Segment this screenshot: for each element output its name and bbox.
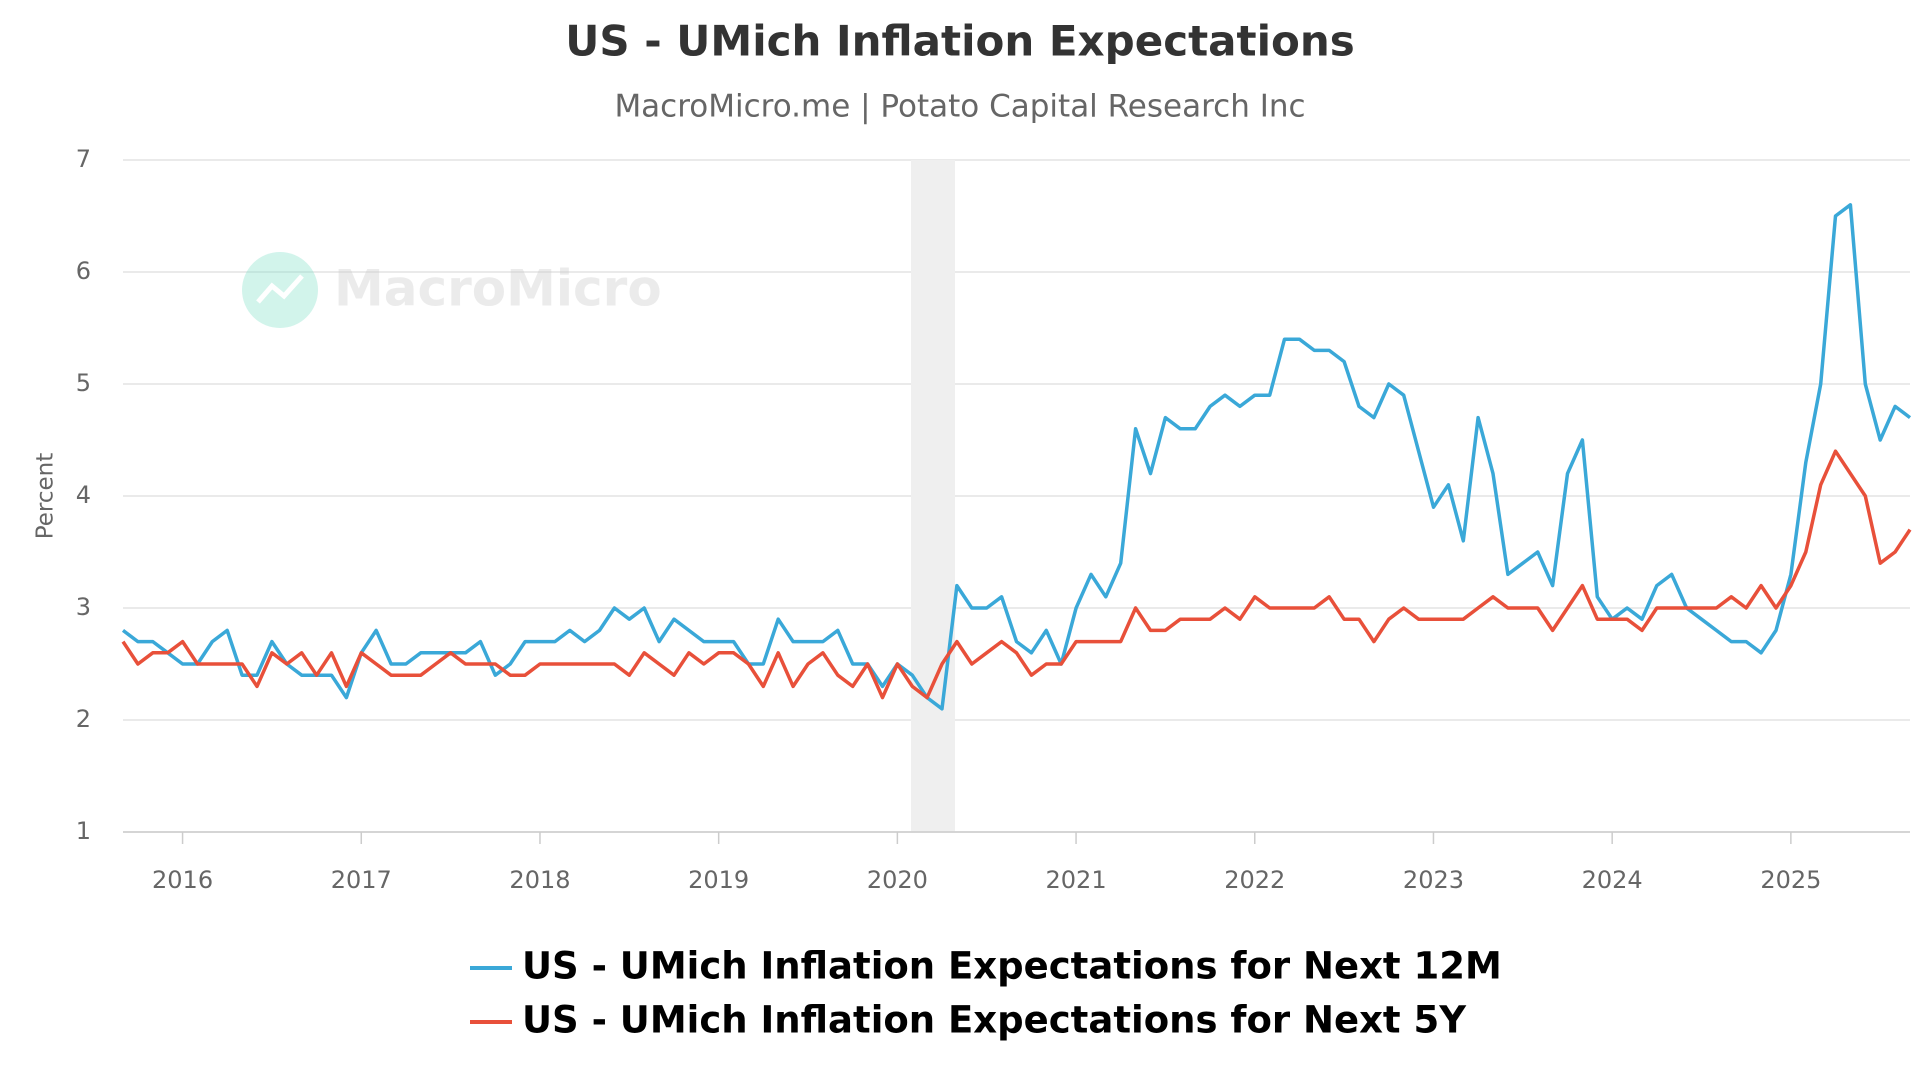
- y-tick-label: 4: [76, 481, 91, 509]
- x-tick-label: 2018: [509, 866, 570, 894]
- x-tick-label: 2021: [1046, 866, 1107, 894]
- x-tick-label: 2023: [1403, 866, 1464, 894]
- recession-band: [911, 160, 955, 832]
- x-tick-label: 2022: [1224, 866, 1285, 894]
- legend-label: US - UMich Inflation Expectations for Ne…: [522, 945, 1502, 988]
- watermark: MacroMicro: [334, 260, 662, 318]
- chart-title: US - UMich Inflation Expectations: [565, 17, 1354, 66]
- x-tick-label: 2024: [1582, 866, 1643, 894]
- watermark-group: MacroMicro: [242, 252, 662, 328]
- x-tick-label: 2019: [688, 866, 749, 894]
- watermark-icon: [242, 252, 318, 328]
- watermark-icon-line: [256, 274, 304, 304]
- y-tick-label: 2: [76, 705, 91, 733]
- y-tick-label: 7: [76, 145, 91, 173]
- y-tick-label: 1: [76, 817, 91, 845]
- x-tick-label: 2016: [152, 866, 213, 894]
- chart-subtitle: MacroMicro.me | Potato Capital Research …: [614, 89, 1305, 125]
- x-tick-label: 2017: [331, 866, 392, 894]
- series-line: [121, 449, 1912, 700]
- x-tick-label: 2020: [867, 866, 928, 894]
- y-axis-label: Percent: [33, 453, 59, 540]
- y-tick-label: 6: [76, 257, 91, 285]
- x-tick-label: 2025: [1760, 866, 1821, 894]
- legend-label: US - UMich Inflation Expectations for Ne…: [522, 999, 1467, 1042]
- y-tick-label: 5: [76, 369, 91, 397]
- y-tick-label: 3: [76, 593, 91, 621]
